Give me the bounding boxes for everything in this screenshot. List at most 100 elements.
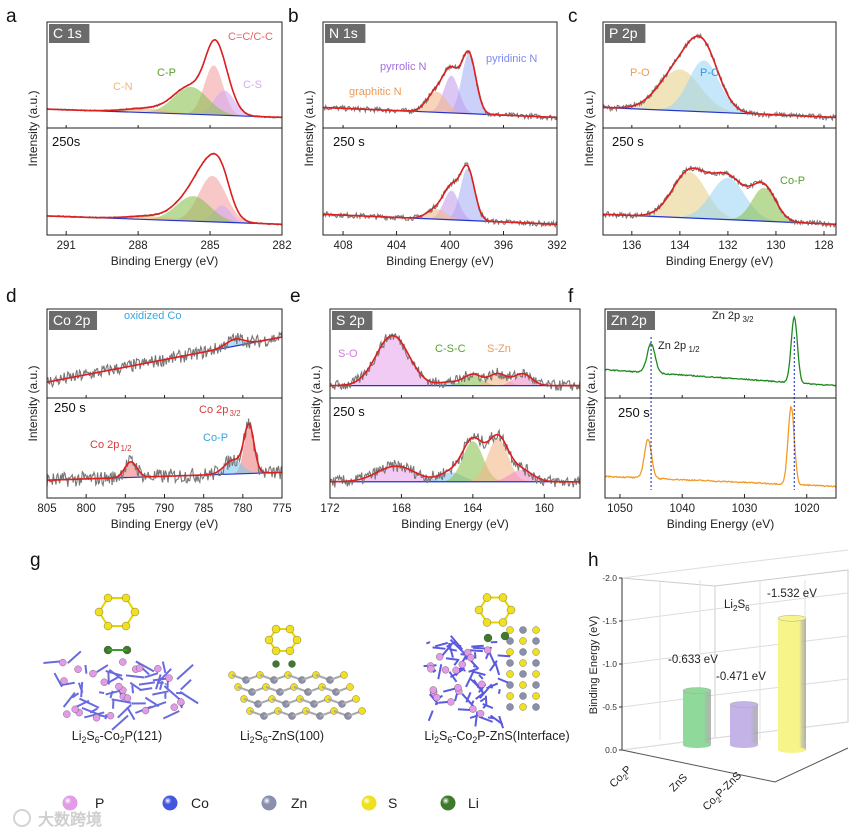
text-part: -Co — [452, 729, 472, 743]
x-tick-label: 132 — [718, 240, 737, 252]
text-part: -Co — [100, 729, 120, 743]
atom — [519, 692, 527, 700]
bond — [84, 664, 88, 674]
atom — [285, 624, 295, 634]
peak-label: C-S — [243, 79, 262, 91]
bond — [432, 669, 437, 674]
atom — [500, 631, 510, 641]
x-tick-label: 285 — [200, 240, 219, 252]
x-axis-label: Binding Energy (eV) — [667, 517, 774, 531]
spectrum-title-badge — [49, 311, 97, 330]
subplot-pristine: S-O C-S-C S-Zn — [329, 333, 581, 391]
bond — [465, 671, 475, 688]
bond — [478, 674, 484, 680]
spectrum-title-badge — [325, 24, 366, 43]
spectrum-title: N 1s — [329, 25, 358, 41]
component-peak — [47, 196, 282, 225]
watermark-logo-icon — [13, 809, 31, 827]
peak-label: C=C/C-C — [228, 31, 273, 43]
subplot-250s: 250 s — [604, 405, 837, 488]
atom — [119, 658, 127, 666]
bond — [144, 672, 159, 679]
atom-swatch-icon — [361, 795, 377, 811]
bond — [84, 711, 105, 719]
peak-label: C-P — [157, 67, 176, 79]
bar-co2p — [683, 690, 711, 745]
subscript: 2 — [82, 735, 87, 745]
bond — [139, 687, 153, 692]
legend-item-co: Co — [162, 795, 209, 811]
atom — [454, 684, 462, 692]
x-tick-label: 172 — [320, 503, 339, 515]
x-tick-label: 785 — [194, 503, 213, 515]
structure-caption: Li2S6-Co2P(121) — [72, 729, 162, 745]
xps-panel-c: P-O P-C Co-P 250 s 136 134 132 130 128 Binding En… — [582, 21, 837, 268]
atom — [532, 703, 540, 711]
bond — [489, 660, 498, 672]
atom — [135, 664, 144, 672]
spectrum-title: Zn 2p — [611, 312, 647, 328]
fit-envelope-line — [603, 167, 836, 226]
subscript: 6 — [263, 735, 268, 745]
structure-li2s6-co2p — [43, 593, 199, 731]
subplot-pristine: oxidized Co — [46, 310, 283, 389]
bar-top — [777, 614, 807, 622]
component-peak — [330, 335, 580, 386]
fit-envelope-line — [330, 334, 580, 387]
bond — [164, 682, 167, 686]
atom — [436, 653, 444, 661]
subplot-250s: 250 s — [329, 404, 581, 488]
legend-item-p: P — [62, 795, 104, 811]
atom — [532, 659, 540, 667]
binding-energy-bar-chart: 0.0 -0.5 -1.0 -1.5 -2.0 -0.633 eV -0.471 eV -1.… — [588, 549, 849, 813]
atom — [506, 692, 514, 700]
spectrum-title-badge — [332, 311, 373, 330]
spectrum-line — [604, 405, 837, 488]
peak-label: Co 2p — [199, 404, 228, 416]
spectrum-title: P 2p — [609, 25, 638, 41]
text-part: P-ZnS(Interface) — [477, 729, 569, 743]
component-peak — [323, 209, 557, 225]
bond — [98, 691, 105, 695]
atom — [519, 626, 527, 634]
bond — [180, 679, 192, 691]
spectrum-title: C 1s — [53, 25, 82, 41]
atom — [177, 698, 185, 706]
fit-envelope-line — [330, 433, 580, 483]
bar-base — [730, 742, 758, 748]
x-tick-label: 130 — [766, 240, 785, 252]
atom — [103, 593, 113, 603]
subscript: 2 — [621, 772, 630, 781]
bond — [89, 707, 98, 714]
bar-top — [682, 687, 712, 694]
atom — [532, 648, 540, 656]
x-tick-label: 1050 — [607, 503, 633, 515]
subscript: 2 — [714, 795, 723, 804]
atom — [441, 666, 450, 674]
bar-top — [729, 701, 759, 708]
atom — [427, 665, 435, 673]
bar-co2p-zns — [778, 618, 806, 750]
atom — [469, 705, 477, 713]
x-tick-label: 795 — [116, 503, 135, 515]
atom — [285, 646, 295, 656]
atom — [498, 593, 508, 602]
component-peak — [603, 172, 836, 225]
bond — [445, 657, 460, 662]
panel-letter-f: f — [568, 286, 574, 307]
bond — [125, 674, 145, 679]
bar-zns — [730, 704, 758, 745]
bond — [176, 664, 194, 680]
fit-envelope-line — [46, 39, 282, 119]
xps-panel-a: C=C/C-C C-S C-P C-N 250s 291 288 285 282 Binding … — [26, 21, 292, 268]
panel-letter-a: a — [6, 6, 17, 27]
panel-letter-c: c — [568, 6, 578, 27]
x-tick-label: 400 — [440, 240, 459, 252]
peak-label: S-O — [338, 348, 358, 360]
time-label: 250s — [52, 134, 81, 149]
legend-label: Zn — [291, 795, 307, 811]
subplot-pristine: P-O P-C — [602, 32, 837, 122]
y-tick-label: -0.5 — [602, 702, 617, 712]
subscript: 2 — [434, 735, 439, 745]
